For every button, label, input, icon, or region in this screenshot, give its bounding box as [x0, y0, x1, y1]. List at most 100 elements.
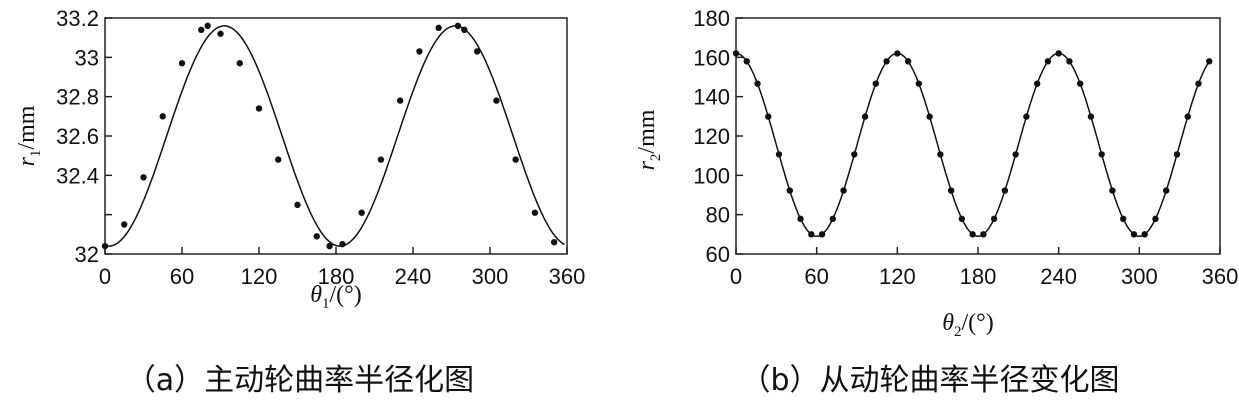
x-tick-label: 360 [1202, 264, 1239, 289]
data-point [326, 242, 333, 250]
data-point [435, 24, 442, 32]
y-tick-label: 100 [693, 163, 730, 188]
data-point [883, 58, 890, 65]
x-tick-label: 0 [99, 264, 111, 289]
data-point [1001, 187, 1009, 194]
data-point [121, 221, 128, 228]
chart-a-line [104, 25, 565, 247]
chart-b-caption: （b）从动轮曲率半径变化图 [740, 363, 1119, 398]
data-point [159, 113, 166, 120]
x-tick-label: 300 [472, 264, 509, 289]
chart-a-caption: （a）主动轮曲率半径化图 [126, 363, 474, 398]
y-tick-label: 33 [75, 45, 99, 70]
data-point [1087, 113, 1095, 120]
data-point [980, 231, 987, 238]
data-point [743, 58, 750, 65]
data-point [872, 80, 880, 87]
data-point [894, 50, 901, 57]
chart-a-y-axis-label: r1/mm [14, 105, 44, 166]
x-tick-label: 360 [549, 264, 586, 289]
chart-a-frame [104, 17, 568, 255]
y-tick-label: 33.2 [56, 6, 99, 31]
data-point [808, 231, 815, 238]
chart-b-line [735, 52, 1210, 238]
x-tick-label: 180 [318, 264, 355, 289]
y-tick-label: 60 [706, 242, 730, 267]
data-point [1076, 80, 1084, 87]
data-point [754, 80, 761, 87]
y-tick-label: 120 [693, 124, 730, 149]
data-point [915, 80, 923, 87]
data-point [1033, 80, 1041, 87]
data-point [969, 231, 976, 238]
x-tick-label: 240 [1040, 264, 1077, 289]
x-tick-label: 180 [960, 264, 997, 289]
chart-a: 0 60 120 180 240 300 360 32 32.4 32.6 32.8 33 33.2 θ… [14, 6, 585, 398]
y-tick-label: 32.4 [56, 163, 99, 188]
data-point [1109, 187, 1116, 194]
data-point [1141, 231, 1148, 238]
data-point [377, 156, 385, 163]
data-point [786, 187, 793, 194]
data-point [1120, 215, 1127, 223]
y-tick-label: 140 [693, 85, 730, 110]
chart-b-x-axis-label: θ2/(°) [942, 310, 994, 340]
data-point [454, 22, 462, 30]
data-point [473, 48, 481, 55]
data-point [937, 151, 944, 158]
data-point [1184, 113, 1191, 120]
chart-b-frame [735, 17, 1221, 255]
data-point [204, 22, 211, 30]
data-point [732, 50, 740, 57]
y-tick-label: 32.6 [56, 124, 99, 149]
data-point [861, 113, 869, 120]
data-point [1195, 80, 1202, 87]
data-point [461, 26, 468, 33]
data-point [1098, 151, 1105, 158]
x-tick-label: 240 [395, 264, 432, 289]
data-point [1206, 58, 1213, 65]
data-point [958, 215, 966, 223]
chart-a-axes: 0 60 120 180 240 300 360 32 32.4 32.6 32.8 33 33.2 [56, 6, 585, 289]
data-point [140, 174, 147, 181]
data-point [840, 187, 847, 194]
data-point [493, 97, 500, 104]
data-point [1023, 113, 1030, 120]
data-point [550, 239, 558, 246]
data-point [990, 215, 998, 223]
x-tick-label: 300 [1121, 264, 1158, 289]
data-point [1130, 231, 1138, 238]
data-point [1012, 151, 1019, 158]
data-point [512, 156, 519, 163]
data-point [1163, 187, 1170, 194]
data-point [1044, 58, 1052, 65]
data-point [198, 26, 205, 33]
data-point [851, 151, 858, 158]
data-point [416, 48, 423, 55]
y-tick-label: 160 [693, 45, 730, 70]
x-tick-label: 0 [730, 264, 742, 289]
data-point [797, 215, 804, 223]
data-point [358, 209, 365, 216]
x-tick-label: 60 [170, 264, 194, 289]
data-point [947, 187, 955, 194]
data-point [765, 113, 772, 120]
data-point [1055, 50, 1062, 57]
y-tick-label: 180 [693, 6, 730, 31]
data-point [775, 151, 783, 158]
y-tick-label: 80 [706, 203, 730, 228]
y-tick-label: 32.8 [56, 85, 99, 110]
chart-a-markers [101, 22, 558, 250]
data-point [275, 156, 282, 163]
y-tick-label: 32 [75, 242, 99, 267]
data-point [178, 60, 186, 67]
data-point [313, 233, 320, 240]
data-point [904, 58, 912, 65]
x-tick-label: 60 [804, 264, 828, 289]
data-point [1152, 215, 1159, 223]
data-point [1173, 151, 1181, 158]
data-point [255, 105, 263, 112]
data-point [531, 209, 539, 216]
